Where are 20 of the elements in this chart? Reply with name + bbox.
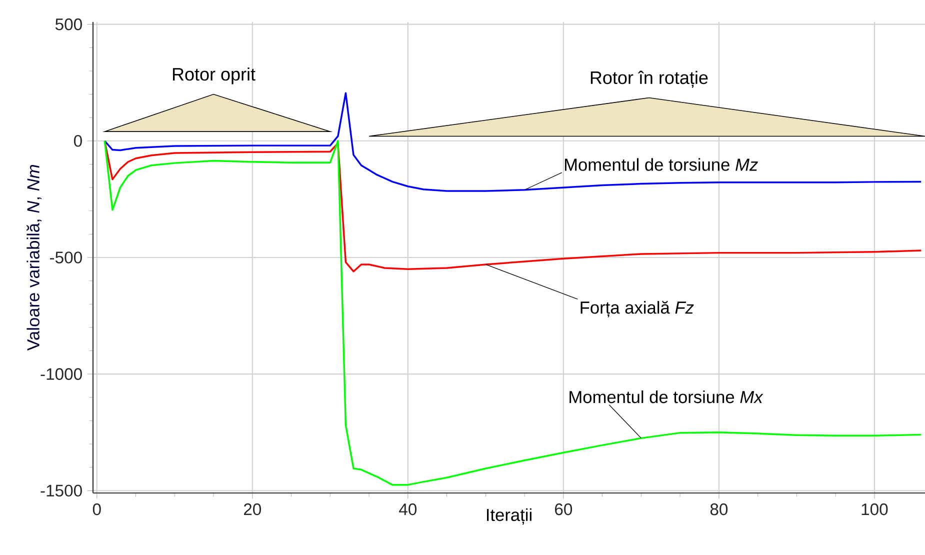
x-tick-label: 80: [710, 503, 728, 516]
line-series: [104, 140, 922, 486]
y-tick-label: 500: [55, 18, 82, 30]
line-series: [104, 140, 922, 272]
y-tick-label: -1000: [40, 368, 82, 380]
x-tick-label: 100: [862, 503, 888, 516]
annotation: Rotor oprit: [172, 67, 256, 84]
y-tick-label: -500: [50, 252, 82, 264]
x-tick-label: 0: [92, 503, 101, 516]
y-tick-label: -1500: [40, 484, 82, 497]
y-axis-title: Valoare variabilă, N, Nm: [26, 165, 42, 351]
text: Forța axială Fz: [580, 300, 694, 318]
x-tick-label: 40: [399, 503, 417, 516]
x-tick-label: 60: [555, 503, 572, 516]
x-axis-title: Iterații: [487, 508, 532, 525]
annotation: Rotor în rotație: [590, 70, 708, 88]
x-tick-label: 20: [244, 503, 262, 516]
series-label: Momentul de torsiune Mx: [570, 390, 764, 404]
series-label: Momentul de torsiune Mz: [564, 158, 758, 171]
y-tick-label: 0: [74, 135, 82, 147]
